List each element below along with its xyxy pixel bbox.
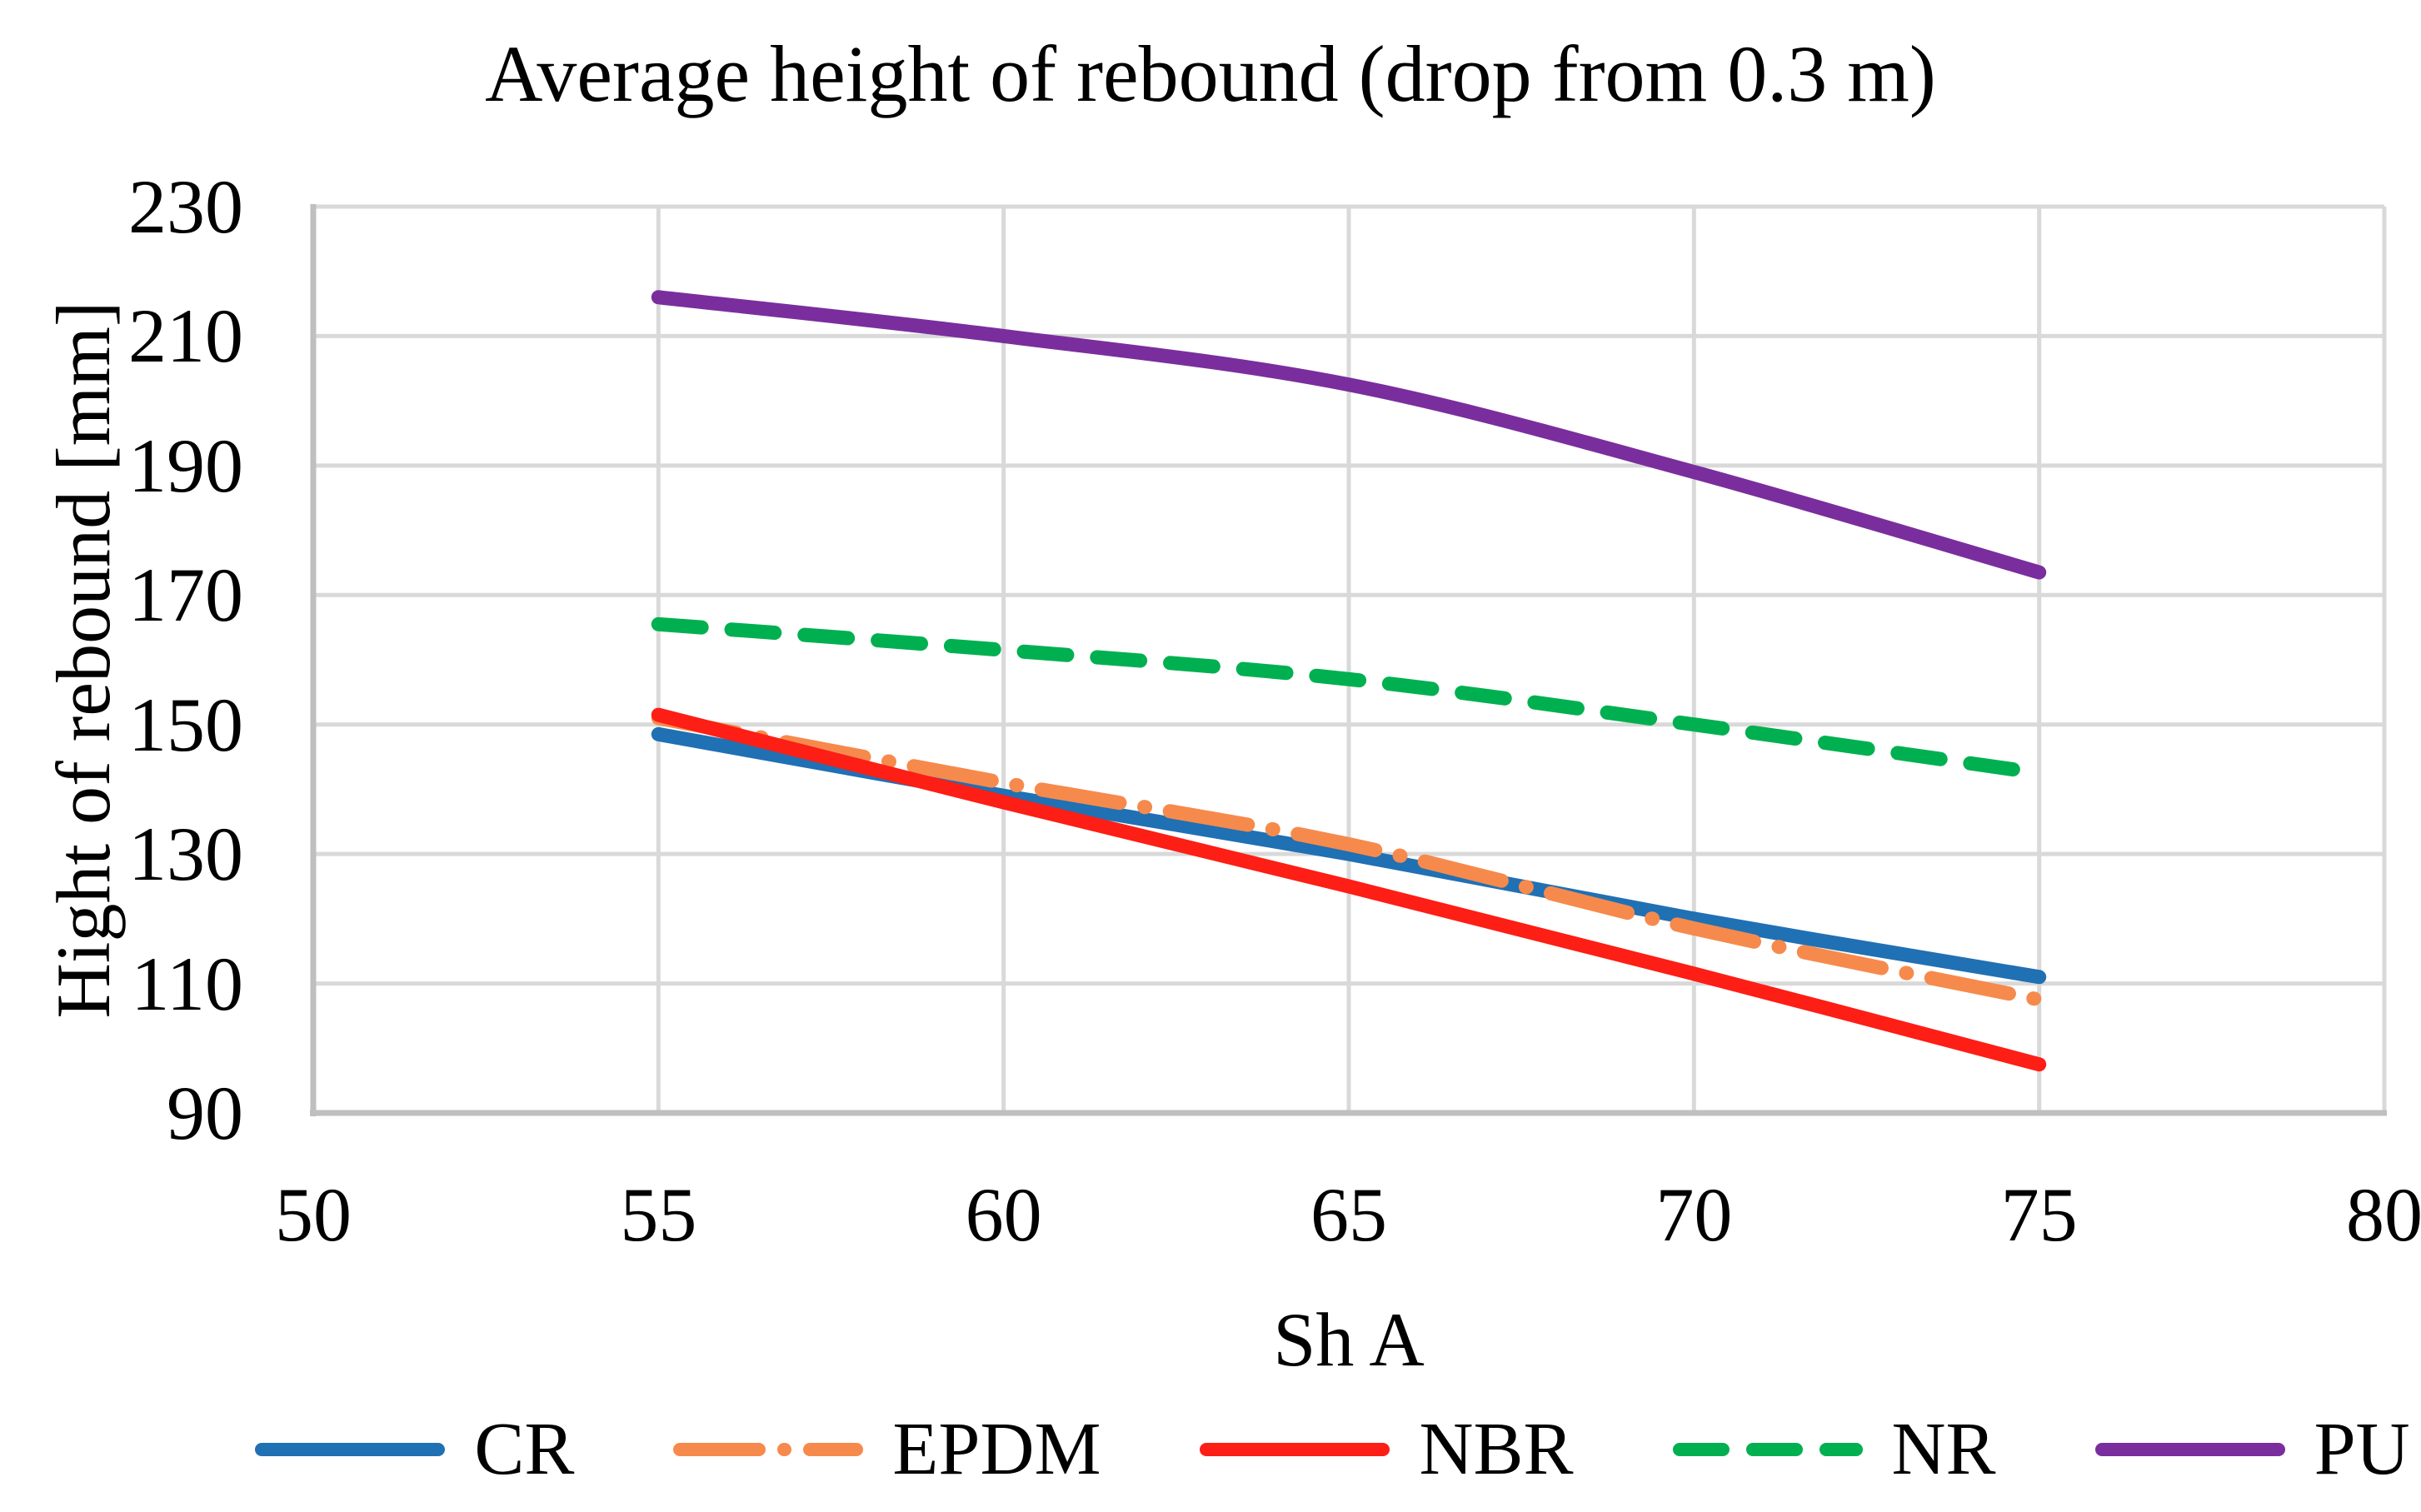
- legend-swatch-pu: [2094, 1443, 2285, 1456]
- series-line-nbr: [651, 707, 2047, 1072]
- legend-label-pu: PU: [2314, 1408, 2410, 1490]
- y-tick-label-170: 170: [128, 552, 243, 638]
- y-axis-title: Hight of rebound [mm]: [41, 301, 126, 1019]
- y-tick-label-110: 110: [131, 941, 243, 1026]
- y-tick-label-150: 150: [128, 681, 243, 767]
- x-tick-label-55: 55: [620, 1172, 697, 1257]
- x-tick-label-65: 65: [1310, 1172, 1387, 1257]
- legend-label-nr: NR: [1891, 1408, 1996, 1490]
- legend-label-nbr: NBR: [1419, 1408, 1574, 1490]
- x-tick-label-50: 50: [275, 1172, 352, 1257]
- series-line-epdm: [651, 711, 2047, 1007]
- x-tick-label-75: 75: [2000, 1172, 2078, 1257]
- chart-title: Average height of rebound (drop from 0.3…: [485, 29, 1936, 118]
- y-tick-label-230: 230: [128, 164, 243, 249]
- legend: CR EPDM NBR NR PU: [243, 1406, 2421, 1493]
- legend-label-cr: CR: [474, 1408, 575, 1490]
- legend-item-cr: CR: [254, 1406, 574, 1493]
- legend-item-nr: NR: [1672, 1406, 1996, 1493]
- legend-item-pu: PU: [2094, 1406, 2410, 1493]
- x-tick-label-60: 60: [965, 1172, 1042, 1257]
- legend-swatch-cr: [255, 1443, 446, 1456]
- legend-label-epdm: EPDM: [892, 1408, 1101, 1490]
- x-tick-label-70: 70: [1655, 1172, 1733, 1257]
- y-tick-label-90: 90: [167, 1070, 243, 1155]
- y-tick-label-210: 210: [128, 293, 243, 379]
- x-tick-label-80: 80: [2346, 1172, 2421, 1257]
- series-line-pu: [651, 290, 2047, 580]
- legend-item-nbr: NBR: [1199, 1406, 1574, 1493]
- legend-swatch-nbr: [1200, 1443, 1390, 1456]
- x-axis-title: Sh A: [1273, 1297, 1425, 1382]
- y-tick-label-130: 130: [128, 811, 243, 897]
- y-tick-label-190: 190: [128, 422, 243, 508]
- legend-swatch-nr: [1672, 1443, 1863, 1456]
- legend-item-epdm: EPDM: [672, 1406, 1101, 1493]
- series-line-nr: [651, 616, 2047, 781]
- legend-swatch-epdm: [673, 1443, 864, 1456]
